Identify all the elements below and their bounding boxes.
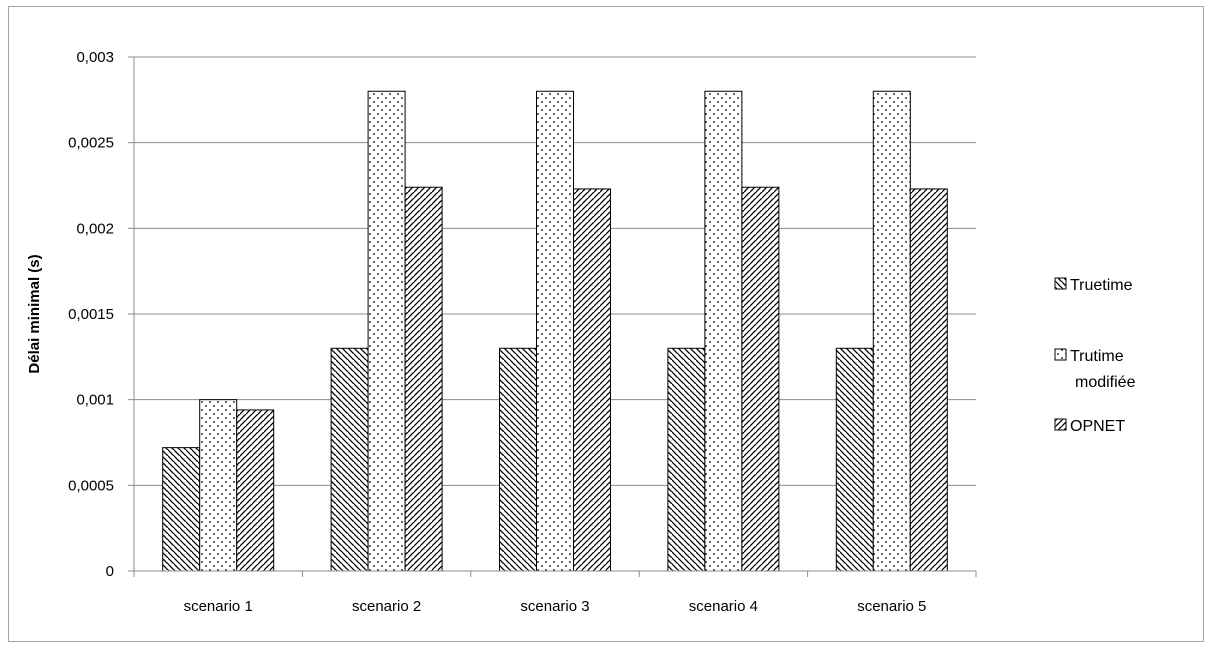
legend-swatch — [1054, 418, 1067, 431]
bar-trutime-modifi-e — [536, 90, 574, 572]
bar-truetime — [667, 347, 706, 572]
y-tick-label: 0,0005 — [68, 477, 114, 494]
legend-swatch — [1054, 277, 1067, 290]
y-tick-label: 0,0025 — [68, 135, 114, 152]
bar-truetime — [330, 347, 369, 572]
bar-trutime-modifi-e — [367, 90, 406, 572]
bar-trutime-modifi-e — [199, 399, 238, 572]
bars — [162, 90, 948, 572]
bar-opnet — [404, 186, 443, 572]
legend-swatch — [1054, 348, 1067, 361]
bar-opnet — [741, 186, 780, 572]
bar-opnet — [236, 409, 275, 572]
y-tick-label: 0,003 — [76, 49, 114, 66]
axes: 0 0,0005 0,001 0,0015 0,002 0,0025 0,003 scenar… — [68, 49, 977, 615]
legend-label: Trutime modifiée — [1070, 348, 1136, 391]
bar-opnet — [909, 188, 948, 572]
legend: Truetime Trutime modifiée OPNET — [1054, 277, 1136, 435]
bar-opnet — [573, 188, 611, 572]
x-tick-label: scenario 5 — [857, 598, 926, 615]
bar-trutime-modifi-e — [872, 90, 911, 572]
y-tick-label: 0,001 — [76, 392, 114, 409]
legend-label: OPNET — [1070, 418, 1125, 435]
x-tick-label: scenario 2 — [352, 598, 421, 615]
y-tick-label: 0,0015 — [68, 306, 114, 323]
bar-truetime — [499, 347, 537, 572]
bar-truetime — [162, 447, 201, 572]
legend-label: Truetime — [1070, 277, 1133, 294]
x-tick-label: scenario 1 — [184, 598, 253, 615]
x-tick-label: scenario 4 — [689, 598, 758, 615]
x-tick-label: scenario 3 — [520, 598, 589, 615]
y-axis-title: Délai minimal (s) — [26, 254, 43, 373]
y-tick-label: 0 — [106, 563, 114, 580]
bar-trutime-modifi-e — [704, 90, 743, 572]
bar-truetime — [835, 347, 874, 572]
y-tick-label: 0,002 — [76, 220, 114, 237]
